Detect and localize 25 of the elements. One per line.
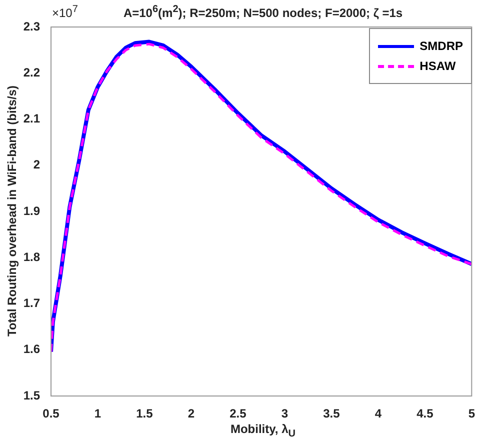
x-tick-label: 0.5 — [42, 406, 60, 421]
text: ×10$^{7}$ — [52, 4, 78, 20]
x-tick-label: 1 — [94, 406, 102, 421]
y-tick-label: 2.1 — [23, 112, 40, 126]
y-tick-label: 1.6 — [23, 342, 40, 356]
y-tick-label: 2.2 — [23, 65, 40, 80]
x-tick-label: 2 — [188, 406, 195, 421]
y-tick-label: 2.3 — [23, 19, 40, 34]
x-tick-label: 2.5 — [230, 406, 247, 421]
x-tick-label: 4 — [374, 406, 382, 421]
y-axis-title: Total Routing overhead in WiFi-band (bits/s) — [5, 84, 19, 338]
y-tick-label: 1.8 — [23, 250, 40, 264]
y-tick-label: 2 — [33, 158, 40, 172]
y-tick-label: 1.9 — [23, 204, 40, 218]
x-tick-label: 4.5 — [416, 406, 434, 421]
x-tick-label: 5 — [468, 406, 476, 421]
x-tick-label: 1.5 — [136, 406, 154, 421]
x-tick-label: 3 — [281, 406, 288, 421]
x-axis-title: Mobility, λ$_{U}$ — [229, 422, 296, 440]
chart-title: A=10$^{6}$(m$^{2}$); R=250m; N=500 nodes; F=2000; ζ =1s — [123, 4, 403, 20]
legend-label: HSAW — [420, 59, 456, 73]
y-tick-label: 1.5 — [23, 388, 40, 402]
y-tick-label: 1.7 — [23, 296, 40, 310]
legend-label: SMDRP — [420, 39, 463, 53]
x-tick-label: 3.5 — [323, 406, 340, 421]
